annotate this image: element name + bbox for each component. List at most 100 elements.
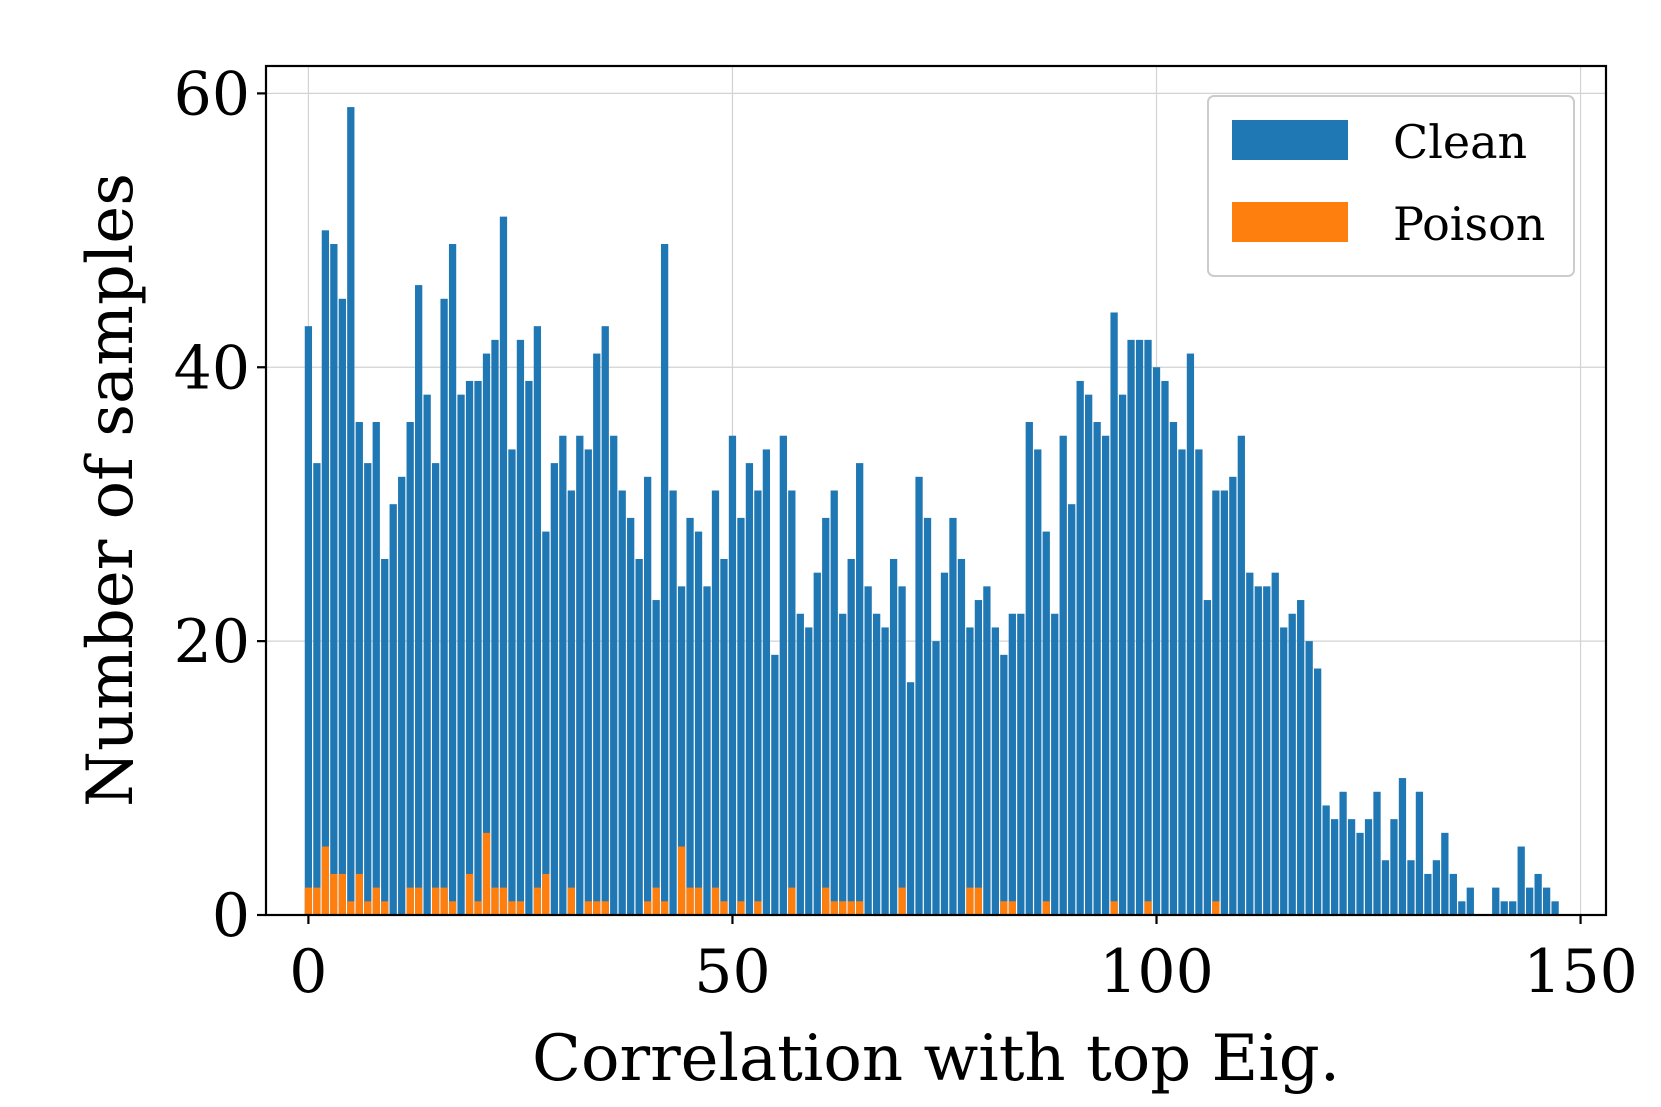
bar-clean [1305,641,1313,915]
bar-clean [754,490,762,915]
bar-clean [805,627,813,915]
bar-clean [889,558,898,915]
legend: Clean Poison [1207,95,1575,277]
ticks: 0 50 100 150 0 20 40 60 [174,59,1638,1007]
legend-label-clean: Clean [1393,115,1527,169]
bar-clean [304,326,313,915]
bar-clean [864,586,872,915]
bar-poison [304,887,313,915]
bar-clean [1110,312,1118,916]
bar-clean [1220,490,1228,915]
x-tick-label: 0 [289,937,327,1007]
bar-clean [1314,668,1322,915]
bar-clean [711,490,720,915]
bar-poison [330,873,338,915]
bar-clean [932,641,940,915]
bar-clean [822,517,830,915]
bar-clean [1381,860,1390,915]
bar-clean [610,435,618,915]
bar-clean [1364,819,1373,915]
bar-poison [677,846,686,915]
bar-clean [1432,860,1441,915]
bar-clean [1178,449,1186,915]
bar-clean [1135,339,1144,915]
bar-poison [660,901,669,915]
bar-clean [474,380,482,915]
bar-clean [1356,832,1364,915]
bar-clean [1144,339,1152,915]
bar-clean [516,339,525,915]
bar-clean [533,326,542,915]
bar-clean [1059,435,1067,915]
bar-clean [694,531,703,915]
x-tick-label: 100 [1099,937,1214,1007]
bar-clean [1373,791,1381,915]
bar-poison [974,887,983,915]
bar-clean [431,463,440,915]
bar-clean [601,326,609,915]
bar-clean [788,490,796,915]
bar-clean [966,627,974,915]
bar-poison [567,887,575,915]
bar-clean [1186,353,1195,915]
bar-clean [1534,873,1542,915]
bar-clean [1212,490,1220,915]
y-tick-label: 20 [174,607,250,677]
bar-poison [533,887,542,915]
bar-clean [949,517,957,915]
bar-clean [1347,819,1356,915]
bar-clean [1025,422,1033,915]
bar-clean [728,435,737,915]
bar-poison [448,901,457,915]
bar-clean [745,463,754,915]
bar-poison [516,901,525,915]
bar-clean [364,463,372,915]
bar-poison [1000,901,1008,915]
bar-clean [771,654,779,915]
bar-poison [711,887,720,915]
plot-frame [264,64,1608,917]
bar-clean [1500,901,1508,915]
bar-clean [813,572,821,915]
bar-clean [457,394,465,915]
bar-clean [338,298,346,915]
bar-clean [957,558,966,915]
bar-poison [381,901,389,915]
bar-clean [567,490,575,915]
bar-clean [991,627,1000,915]
bar-clean [644,476,652,915]
legend-label-poison: Poison [1393,197,1545,251]
bar-clean [1458,901,1466,915]
bar-clean [406,422,414,915]
bar-clean [1449,873,1457,915]
bar-clean [627,517,635,915]
bar-clean [313,463,321,915]
bar-clean [499,216,508,915]
bar-clean [1526,887,1534,915]
bar-clean [1424,873,1432,915]
bar-clean [1000,654,1008,915]
bar-clean [872,613,881,915]
bar-clean [440,298,448,915]
bar-clean [974,600,983,915]
bar-poison [364,901,372,915]
bar-clean [1101,435,1110,915]
bar-clean [898,586,906,915]
bar-clean [1415,791,1424,915]
bar-clean [1127,339,1135,915]
bar-clean [1195,449,1203,915]
bar-clean [1542,887,1551,915]
bar-poison [720,901,728,915]
bar-clean [1263,586,1271,915]
bar-clean [983,586,991,915]
bar-clean [677,586,686,915]
legend-swatch-poison [1232,202,1348,242]
bar-poison [694,887,703,915]
bar-clean [923,517,932,915]
bar-poison [856,901,864,915]
bar-clean [669,490,677,915]
bar-poison [491,887,499,915]
bar-clean [559,435,567,915]
bar-clean [542,531,550,915]
